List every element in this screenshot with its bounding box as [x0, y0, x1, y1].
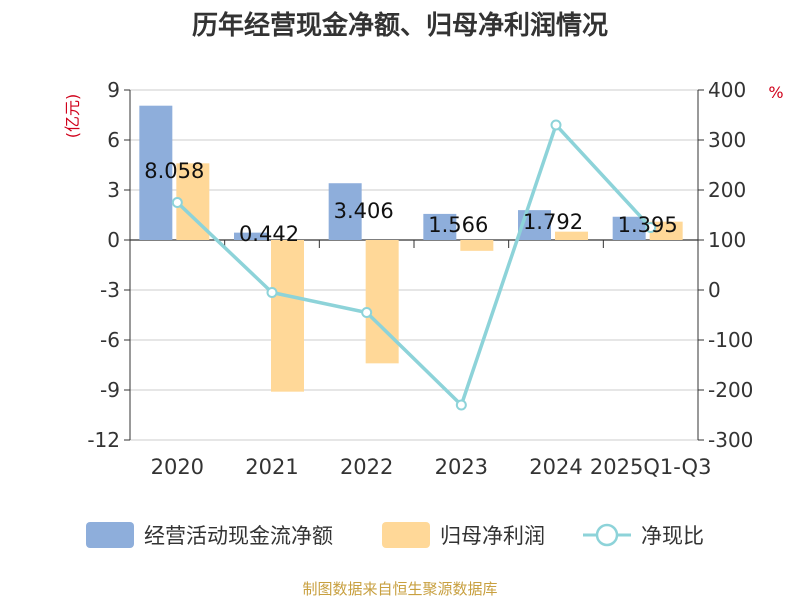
x-category-label: 2022 [340, 455, 393, 479]
left-tick-label: -3 [100, 278, 120, 302]
left-tick-label: 9 [107, 78, 120, 102]
x-category-label: 2021 [245, 455, 298, 479]
cashflow-bar [139, 105, 173, 240]
netprofit-bar [365, 240, 399, 364]
cashflow-bar [423, 213, 457, 240]
cashflow-bar [612, 216, 646, 240]
left-tick-label: 6 [107, 128, 120, 152]
legend[interactable]: 经营活动现金流净额 归母净利润 净现比 [86, 522, 704, 548]
x-category-label: 2024 [529, 455, 582, 479]
cashflow-value-label: 1.395 [618, 213, 678, 237]
x-category-label: 2020 [151, 455, 204, 479]
cashflow-value-label: 1.566 [428, 213, 488, 237]
ratio-point [266, 287, 278, 298]
ratio-line [171, 119, 657, 411]
left-tick-label: -9 [100, 378, 120, 402]
cashflow-value-label: 3.406 [334, 199, 394, 223]
cashflow-bar [234, 232, 267, 240]
cashflow-value-label: 0.442 [239, 222, 299, 246]
left-tick-label: -6 [100, 328, 120, 352]
right-tick-label: 300 [708, 128, 746, 152]
chart-title: 历年经营现金净额、归母净利润情况 [192, 10, 608, 41]
right-tick-label: -300 [708, 428, 753, 452]
right-tick-label: -200 [708, 378, 753, 402]
legend-label: 归母净利润 [440, 524, 545, 548]
netprofit-bar [271, 240, 304, 392]
legend-ratio-marker [595, 523, 619, 547]
right-tick-label: 400 [708, 78, 746, 102]
left-tick-label: -12 [87, 428, 120, 452]
netprofit-bar [460, 240, 494, 251]
ratio-polyline [176, 121, 652, 409]
ratio-point [361, 307, 373, 318]
right-tick-label: -100 [708, 328, 753, 352]
legend-label: 净现比 [641, 524, 704, 548]
netprofit-bar [649, 221, 683, 240]
ratio-point [550, 119, 562, 131]
legend-netprofit-swatch [382, 522, 430, 548]
source-note: 制图数据来自恒生聚源数据库 [302, 580, 497, 598]
x-category-label: 2025Q1-Q3 [590, 455, 712, 479]
legend-label: 经营活动现金流净额 [144, 524, 333, 548]
netprofit-bar [555, 231, 588, 240]
right-axis-unit: % [768, 83, 783, 102]
ratio-point [645, 222, 657, 233]
left-axis-unit: (亿元) [63, 94, 82, 139]
x-category-label: 2023 [435, 455, 488, 479]
cashflow-value-label: 1.792 [523, 210, 583, 234]
bars [139, 105, 683, 392]
data-labels: 8.058 0.442 3.406 1.566 1.792 1.395 [144, 159, 677, 246]
cashflow-bar [328, 183, 362, 240]
grid [130, 89, 698, 441]
right-tick-label: 200 [708, 178, 746, 202]
legend-cashflow-swatch [86, 522, 134, 548]
cashflow-value-label: 8.058 [144, 159, 204, 183]
left-tick-label: 0 [107, 228, 120, 252]
right-tick-label: 0 [708, 278, 721, 302]
axes: (亿元) % 9 6 3 0 -3 -6 -9 -12 400 300 200 100 0 -100 -20… [63, 78, 784, 479]
ratio-point [171, 197, 183, 208]
left-tick-label: 3 [107, 178, 120, 202]
right-tick-label: 100 [708, 228, 746, 252]
ratio-point [455, 399, 467, 411]
